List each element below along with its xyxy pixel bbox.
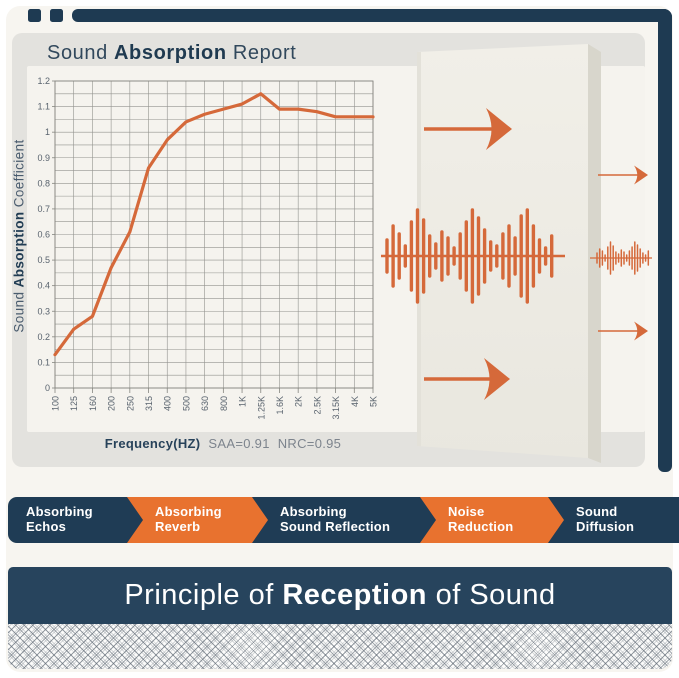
svg-text:315: 315	[144, 396, 154, 411]
svg-text:800: 800	[219, 396, 229, 411]
bottom-banner: Principle of Reception of Sound	[8, 567, 672, 624]
x-tick-labels: 100 125 160 200 250 315 400 500 630 800 1K 1.25K 1.6…	[51, 388, 379, 420]
svg-text:5K: 5K	[369, 396, 379, 407]
process-badge-band: Absorbing Echos Absorbing Reverb Absorbing So…	[8, 497, 679, 543]
frame-top-bar	[72, 9, 672, 22]
absorption-curve	[53, 92, 375, 357]
svg-text:0.9: 0.9	[37, 153, 50, 163]
svg-text:1.2: 1.2	[37, 76, 50, 86]
title-part: Report	[226, 42, 297, 64]
chart-stats-line: Frequency(HZ) SAA=0.91 NRC=0.95	[27, 436, 419, 451]
y-axis-label: Sound Absorption Coefficient	[12, 139, 27, 332]
svg-text:200: 200	[107, 396, 117, 411]
svg-text:1: 1	[45, 127, 50, 137]
title-part: Sound	[47, 42, 114, 64]
svg-text:250: 250	[125, 396, 135, 411]
decor-square-icon	[28, 9, 41, 22]
frame-right-bar	[658, 9, 672, 472]
svg-text:0.1: 0.1	[37, 357, 50, 367]
absorption-line-chart: 0 0.1 0.2 0.3 0.4 0.5 0.6 0.7 0.8 0.9 1 1.1 1.2 100 12…	[37, 76, 379, 420]
badge-label-line: Sound Reflection	[280, 519, 391, 534]
x-axis-label: Frequency(HZ)	[104, 436, 201, 451]
title-part-bold: Absorption	[114, 42, 227, 64]
decor-square-icon	[50, 9, 63, 22]
svg-text:1K: 1K	[238, 396, 248, 407]
badge-label-line: Absorbing	[155, 504, 222, 520]
banner-part-bold: Reception	[282, 579, 428, 611]
badge-label-line: Absorbing	[280, 504, 347, 520]
svg-text:0.2: 0.2	[37, 332, 50, 342]
ylabel-part-bold: Absorption	[11, 211, 27, 288]
banner-title: Principle of Reception of Sound	[124, 579, 555, 612]
nrc-value: NRC=0.95	[277, 436, 342, 451]
svg-text:630: 630	[200, 396, 210, 411]
svg-text:125: 125	[69, 396, 79, 411]
svg-text:0.3: 0.3	[37, 306, 50, 316]
svg-text:500: 500	[181, 396, 191, 411]
banner-part: Principle of	[124, 579, 283, 611]
svg-text:1.6K: 1.6K	[275, 396, 285, 415]
process-badge-sound-diffusion: Sound Diffusion	[548, 497, 679, 543]
mesh-pattern	[8, 624, 672, 669]
svg-text:1.1: 1.1	[37, 102, 50, 112]
svg-text:0: 0	[45, 383, 50, 393]
svg-text:4K: 4K	[350, 396, 360, 407]
svg-text:160: 160	[88, 396, 98, 411]
svg-text:2.5K: 2.5K	[312, 396, 322, 415]
svg-text:1.25K: 1.25K	[256, 396, 266, 420]
svg-text:0.8: 0.8	[37, 178, 50, 188]
chart-grid	[54, 80, 374, 389]
badge-label-line: Sound	[576, 504, 618, 520]
badge-label-line: Echos	[26, 519, 67, 534]
y-tick-labels: 0 0.1 0.2 0.3 0.4 0.5 0.6 0.7 0.8 0.9 1 1.1 1.2	[37, 76, 55, 393]
badge-label-line: Absorbing	[26, 504, 93, 520]
badge-label-line: Noise	[448, 504, 485, 520]
banner-part: of Sound	[427, 579, 556, 611]
saa-value: SAA=0.91	[208, 436, 270, 451]
svg-text:100: 100	[51, 396, 61, 411]
svg-text:3.15K: 3.15K	[331, 396, 341, 420]
svg-text:2K: 2K	[294, 396, 304, 407]
svg-text:400: 400	[163, 396, 173, 411]
svg-text:0.5: 0.5	[37, 255, 50, 265]
badge-label-line: Diffusion	[576, 519, 635, 534]
badge-label-line: Reverb	[155, 519, 201, 534]
ylabel-part: Coefficient	[11, 139, 27, 212]
report-title: Sound Absorption Report	[47, 42, 296, 65]
svg-text:0.6: 0.6	[37, 230, 50, 240]
ylabel-part: Sound	[11, 287, 27, 333]
badge-label-line: Reduction	[448, 519, 514, 534]
svg-text:0.4: 0.4	[37, 281, 50, 291]
svg-text:0.7: 0.7	[37, 204, 50, 214]
